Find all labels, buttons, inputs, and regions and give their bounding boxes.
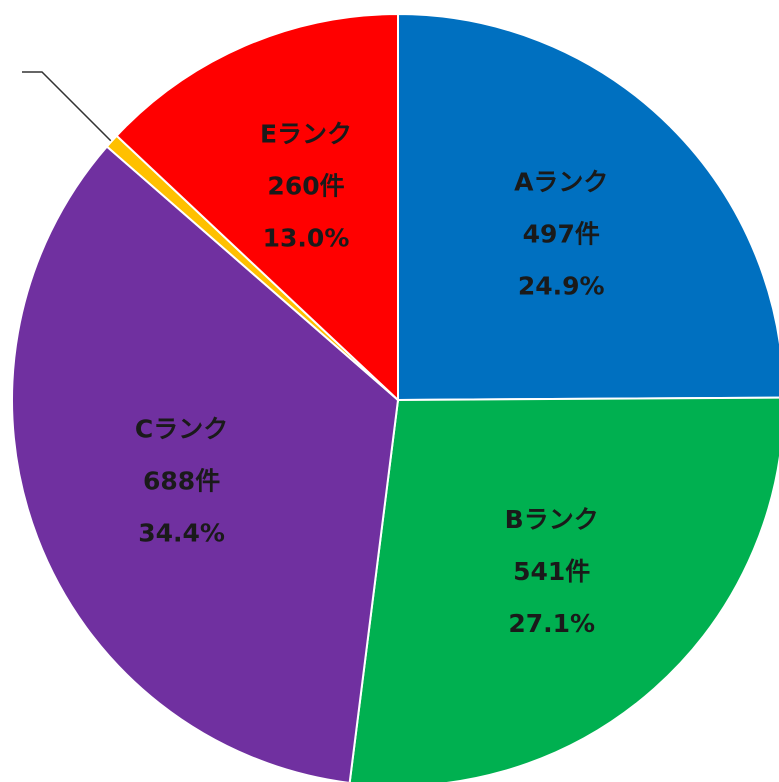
leader-line (22, 71, 113, 143)
pie-slice (115, 12, 399, 403)
pie-slice (348, 396, 779, 782)
pie-slice (397, 12, 779, 402)
slice-label: Eランク (260, 119, 352, 148)
slice-percent: 34.4% (138, 519, 225, 548)
slice-label: Bランク (505, 505, 599, 534)
slice-count: 497件 (523, 220, 600, 249)
slice-label: Aランク (514, 168, 608, 197)
slice-count: 541件 (513, 557, 590, 586)
slice-label: Cランク (135, 415, 228, 444)
slice-percent: 13.0% (263, 223, 350, 252)
slice-percent: 24.9% (518, 272, 605, 301)
slice-percent: 27.1% (508, 609, 595, 638)
pie-slice (11, 145, 400, 782)
slice-count: 688件 (143, 467, 220, 496)
slice-count: 260件 (267, 171, 344, 200)
